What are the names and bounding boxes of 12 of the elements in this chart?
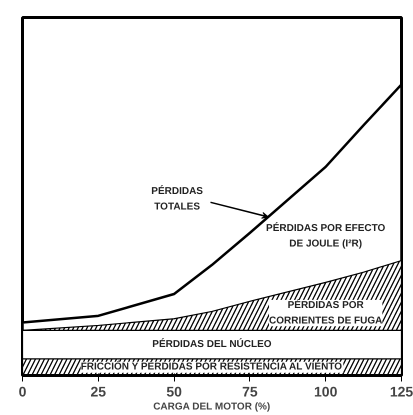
series-label: FRICCIÓN Y PÉRDIDAS POR RESISTENCIA AL VIENTO (80, 360, 342, 373)
x-axis-title: CARGA DEL MOTOR (%) (153, 402, 270, 412)
series-label: PÉRDIDAS POR CORRIENTES DE FUGA (269, 298, 382, 326)
x-tick-label: 75 (242, 384, 258, 400)
series-label: PÉRDIDAS DEL NÚCLEO (152, 338, 272, 350)
x-tick-label: 0 (18, 384, 27, 400)
series-label: PÉRDIDAS POR EFECTO DE JOULE (I²R) (266, 222, 386, 250)
x-tick-label: 125 (390, 384, 413, 400)
x-tick-label: 50 (166, 384, 182, 400)
x-tick-label: 25 (90, 384, 106, 400)
x-tick-label: 100 (314, 384, 338, 400)
annotation: PÉRDIDAS TOTALES (151, 185, 204, 213)
